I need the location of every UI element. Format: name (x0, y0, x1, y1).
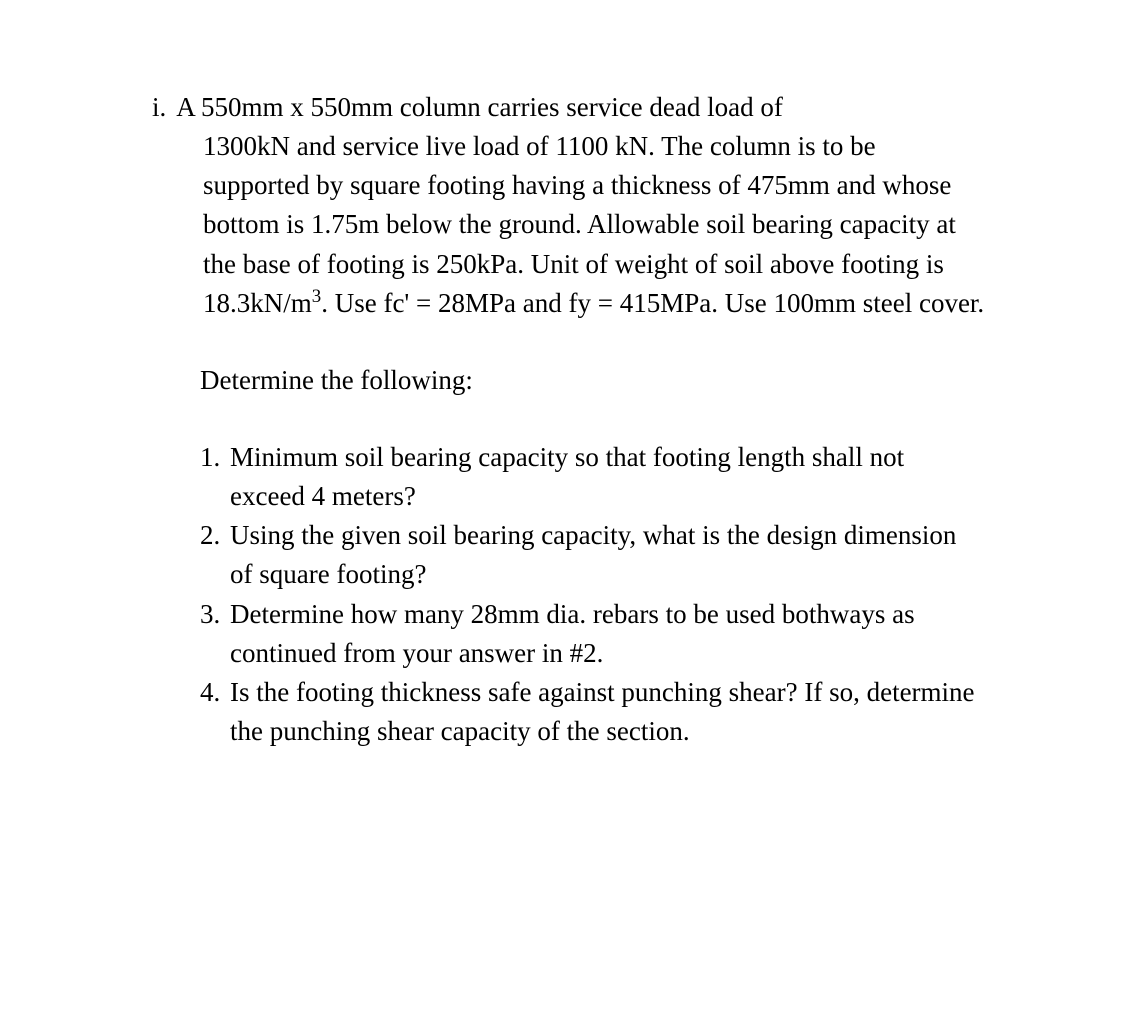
question-number: 4. (200, 673, 230, 712)
question-number: 3. (200, 595, 230, 634)
problem-body-text: 1300kN and service live load of 1100 kN.… (203, 131, 984, 318)
question-text: Is the footing thickness safe against pu… (230, 673, 985, 751)
problem-body: 1300kN and service live load of 1100 kN.… (152, 127, 985, 323)
problem-marker: i. (152, 88, 176, 127)
question-text: Using the given soil bearing capacity, w… (230, 516, 985, 594)
question-item-4: 4. Is the footing thickness safe against… (200, 673, 985, 751)
question-number: 2. (200, 516, 230, 555)
questions-list: 1. Minimum soil bearing capacity so that… (152, 438, 985, 751)
question-item-2: 2. Using the given soil bearing capacity… (200, 516, 985, 594)
question-number: 1. (200, 438, 230, 477)
question-text: Determine how many 28mm dia. rebars to b… (230, 595, 985, 673)
section-heading: Determine the following: (152, 361, 985, 400)
question-item-3: 3. Determine how many 28mm dia. rebars t… (200, 595, 985, 673)
problem-container: i. A 550mm x 550mm column carries servic… (152, 88, 985, 751)
question-text: Minimum soil bearing capacity so that fo… (230, 438, 985, 516)
question-item-1: 1. Minimum soil bearing capacity so that… (200, 438, 985, 516)
problem-first-line: A 550mm x 550mm column carries service d… (176, 88, 783, 127)
problem-header: i. A 550mm x 550mm column carries servic… (152, 88, 985, 127)
